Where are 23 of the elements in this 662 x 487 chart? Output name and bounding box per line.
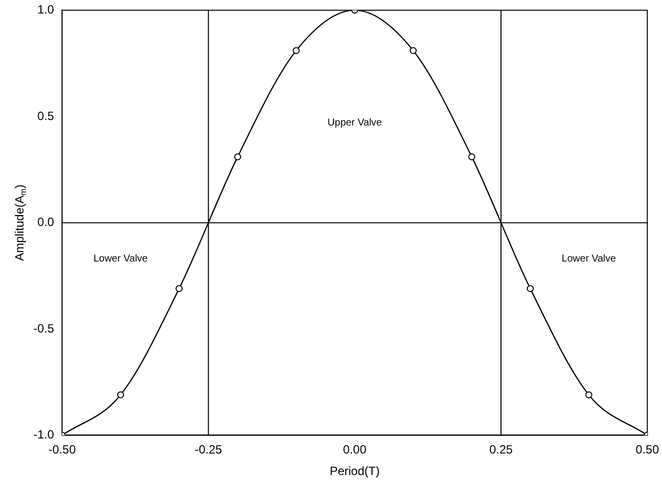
x-tick-label: -0.25 xyxy=(194,442,222,457)
point xyxy=(585,391,592,398)
x-tick-label: -0.50 xyxy=(48,442,76,457)
point xyxy=(292,47,300,54)
y-tick-label: 1.0 xyxy=(37,2,54,17)
y-tick-label: 0.5 xyxy=(37,108,54,123)
y-tick-label: -1.0 xyxy=(33,428,54,442)
point xyxy=(176,285,183,292)
y-tick-label: 0.0 xyxy=(37,215,54,230)
annotation: Lower Valve xyxy=(93,254,148,265)
x-tick-label: 0.50 xyxy=(636,442,660,457)
point xyxy=(117,391,124,398)
point xyxy=(410,47,417,54)
point xyxy=(526,285,534,292)
annotation: Lower Valve xyxy=(562,254,616,265)
y-axis-title: Amplitude(Am) xyxy=(12,184,28,261)
point xyxy=(468,153,476,160)
x-tick-label: 0.00 xyxy=(343,442,367,457)
x-tick-label: 0.25 xyxy=(489,442,514,457)
x-axis-title: Period(T) xyxy=(330,464,380,478)
y-tick-label: -0.5 xyxy=(33,321,54,336)
annotation: Upper Valve xyxy=(328,118,382,129)
point xyxy=(234,153,242,160)
